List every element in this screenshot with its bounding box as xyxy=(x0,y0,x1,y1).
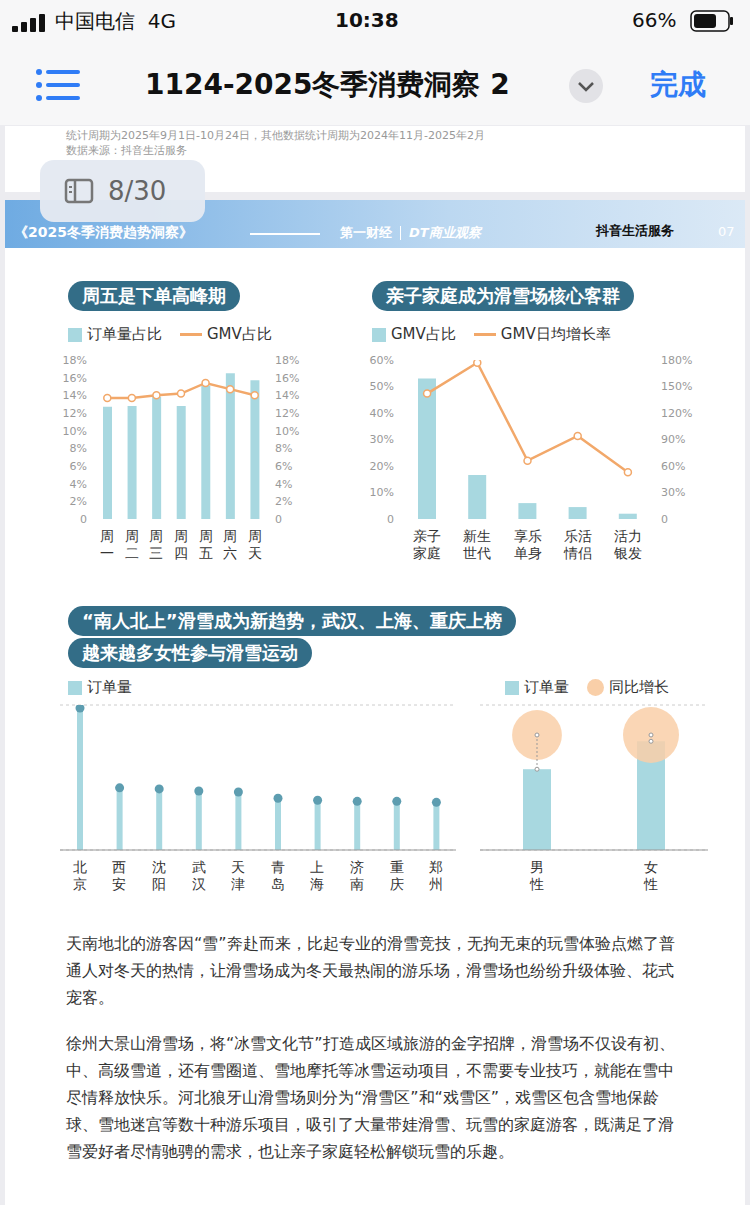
svg-text:180%: 180% xyxy=(661,354,692,367)
html-text:统计周期为2025年9月1日-10月24日，其他数据统计周期: 统计周期为2025年9月1日-10月24日，其他数据统计周期为2024年11月-… xyxy=(66,129,485,142)
svg-text:周四: 周四 xyxy=(174,528,188,561)
html-text:66%: 66% xyxy=(632,8,677,32)
svg-text:郑州: 郑州 xyxy=(429,859,443,892)
svg-text:0: 0 xyxy=(80,513,87,526)
svg-text:乐活情侣: 乐活情侣 xyxy=(563,528,592,561)
svg-text:新生世代: 新生世代 xyxy=(463,528,491,561)
svg-text:享乐单身: 享乐单身 xyxy=(514,528,542,561)
svg-text:济南: 济南 xyxy=(350,859,364,892)
html-text:07: 07 xyxy=(718,224,735,239)
svg-text:14%: 14% xyxy=(63,389,87,402)
svg-text:12%: 12% xyxy=(275,407,299,420)
svg-text:10%: 10% xyxy=(275,425,299,438)
svg-text:20%: 20% xyxy=(370,460,394,473)
svg-text:2%: 2% xyxy=(70,495,87,508)
svg-text:16%: 16% xyxy=(63,372,87,385)
svg-text:上海: 上海 xyxy=(310,859,324,892)
html-text:1124-2025冬季消费洞察 2: 1124-2025冬季消费洞察 2 xyxy=(145,68,510,101)
svg-text:18%: 18% xyxy=(63,354,87,367)
svg-text:女性: 女性 xyxy=(643,859,658,892)
svg-text:2%: 2% xyxy=(275,495,292,508)
svg-text:沈阳: 沈阳 xyxy=(152,859,166,892)
svg-text:10%: 10% xyxy=(370,486,394,499)
svg-text:8%: 8% xyxy=(70,442,87,455)
html-text:GMV日均增长率: GMV日均增长率 xyxy=(500,325,611,343)
html-text:第一财经: 第一财经 xyxy=(340,225,392,240)
html-text:GMV占比: GMV占比 xyxy=(391,325,456,343)
html-text:数据来源：抖音生活服务: 数据来源：抖音生活服务 xyxy=(66,144,187,157)
html-text:天南地北的游客因“雪”奔赴而来，比起专业的滑雪竞技，无拘无束: 天南地北的游客因“雪”奔赴而来，比起专业的滑雪竞技，无拘无束的玩雪体验点燃了普通… xyxy=(66,934,675,1007)
svg-text:40%: 40% xyxy=(370,407,394,420)
html-text:订单量占比: 订单量占比 xyxy=(87,325,162,343)
svg-text:18%: 18% xyxy=(275,354,299,367)
svg-text:男性: 男性 xyxy=(529,859,544,892)
html-text:DT商业观察: DT商业观察 xyxy=(409,225,481,240)
html-text:4G: 4G xyxy=(147,9,176,33)
svg-text:0: 0 xyxy=(387,513,394,526)
svg-text:120%: 120% xyxy=(661,407,692,420)
svg-text:西安: 西安 xyxy=(112,859,126,892)
svg-text:周一: 周一 xyxy=(100,528,114,561)
svg-text:90%: 90% xyxy=(661,433,685,446)
svg-text:150%: 150% xyxy=(661,380,692,393)
svg-text:活力银发: 活力银发 xyxy=(613,528,642,561)
svg-text:亲子家庭: 亲子家庭 xyxy=(413,528,441,561)
svg-text:青岛: 青岛 xyxy=(271,859,285,892)
html-text:《2025冬季消费趋势洞察》: 《2025冬季消费趋势洞察》 xyxy=(14,224,193,240)
html-text:周五是下单高峰期: 周五是下单高峰期 xyxy=(82,285,226,306)
svg-text:4%: 4% xyxy=(70,478,87,491)
svg-text:重庆: 重庆 xyxy=(390,859,404,892)
svg-text:8%: 8% xyxy=(275,442,292,455)
html-text:订单量: 订单量 xyxy=(87,678,132,696)
svg-text:50%: 50% xyxy=(370,380,394,393)
svg-text:30%: 30% xyxy=(370,433,394,446)
html-text:中国电信: 中国电信 xyxy=(55,9,135,33)
svg-text:周六: 周六 xyxy=(223,528,237,561)
svg-text:周二: 周二 xyxy=(125,528,139,561)
svg-text:周五: 周五 xyxy=(199,528,213,561)
svg-text:60%: 60% xyxy=(370,354,394,367)
html-text:“南人北上”滑雪成为新趋势，武汉、上海、重庆上榜: “南人北上”滑雪成为新趋势，武汉、上海、重庆上榜 xyxy=(82,610,502,631)
svg-text:6%: 6% xyxy=(275,460,292,473)
html-text:越来越多女性参与滑雪运动: 越来越多女性参与滑雪运动 xyxy=(82,642,298,663)
svg-text:0: 0 xyxy=(661,513,668,526)
svg-text:0: 0 xyxy=(275,513,282,526)
svg-text:12%: 12% xyxy=(63,407,87,420)
svg-text:14%: 14% xyxy=(275,389,299,402)
html-text:8/30: 8/30 xyxy=(108,176,167,206)
html-text:徐州大景山滑雪场，将“冰雪文化节”打造成区域旅游的金字招牌，: 徐州大景山滑雪场，将“冰雪文化节”打造成区域旅游的金字招牌，滑雪场不仅设有初、中… xyxy=(66,1034,675,1161)
html-text:10:38: 10:38 xyxy=(335,8,399,32)
html-text:GMV占比: GMV占比 xyxy=(207,325,272,343)
html-text:抖音生活服务: 抖音生活服务 xyxy=(596,223,674,238)
html-text:完成: 完成 xyxy=(650,68,706,101)
svg-text:周三: 周三 xyxy=(149,528,163,561)
svg-text:6%: 6% xyxy=(70,460,87,473)
svg-text:60%: 60% xyxy=(661,460,685,473)
html-text:同比增长: 同比增长 xyxy=(609,678,669,696)
svg-text:北京: 北京 xyxy=(73,859,87,892)
svg-text:30%: 30% xyxy=(661,486,685,499)
svg-text:天津: 天津 xyxy=(231,859,245,892)
svg-text:周天: 周天 xyxy=(248,528,262,561)
html-text:亲子家庭成为滑雪场核心客群: 亲子家庭成为滑雪场核心客群 xyxy=(386,285,620,306)
svg-text:10%: 10% xyxy=(63,425,87,438)
svg-text:16%: 16% xyxy=(275,372,299,385)
svg-text:4%: 4% xyxy=(275,478,292,491)
svg-text:武汉: 武汉 xyxy=(192,859,206,892)
html-text:订单量: 订单量 xyxy=(524,678,569,696)
